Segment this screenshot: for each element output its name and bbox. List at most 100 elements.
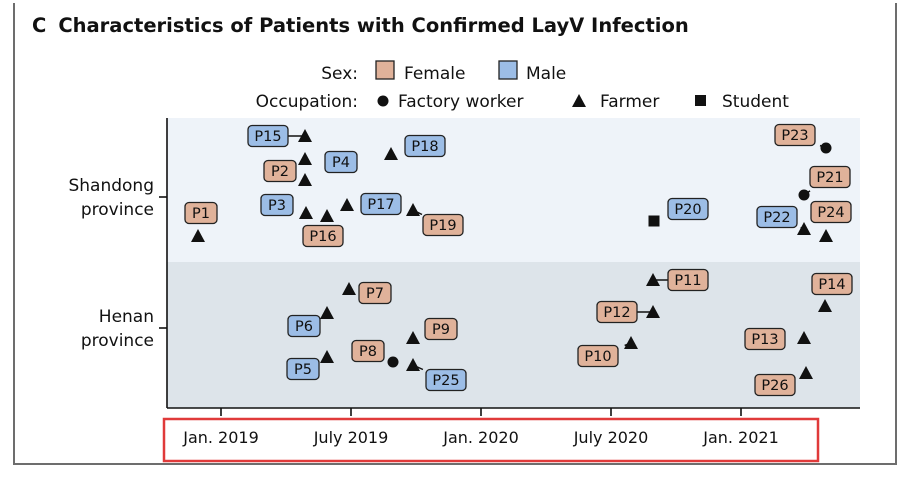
patient-p9: P9 (406, 317, 458, 344)
patient-label-box (358, 281, 392, 305)
title-text: Characteristics of Patients with Confirm… (58, 14, 689, 37)
patient-label-box (287, 314, 321, 338)
patient-label-box (302, 224, 344, 248)
patient-id-label: P1 (192, 206, 210, 222)
factory-worker-marker (820, 142, 832, 154)
legend: Sex: Female Male Occupation: Factory wor… (256, 60, 789, 112)
farmer-marker (406, 358, 420, 371)
patient-label-box (286, 357, 320, 381)
legend-female-label: Female (404, 64, 465, 84)
patient-label-box (756, 205, 798, 229)
patient-id-label: P26 (761, 378, 788, 394)
legend-female-swatch (375, 60, 395, 80)
x-tick-label: Jan. 2021 (702, 428, 779, 447)
legend-factory-worker-label: Factory worker (398, 92, 523, 112)
shandong-label-line1: Shandong (68, 176, 154, 196)
farmer-marker (298, 173, 312, 186)
patient-id-label: P16 (309, 229, 336, 245)
legend-student-label: Student (722, 92, 789, 112)
patient-p4: P4 (298, 150, 358, 174)
patient-label-box (184, 201, 218, 225)
farmer-marker (320, 350, 334, 363)
patient-p10: P10 (577, 336, 638, 368)
patient-id-label: P9 (432, 322, 450, 338)
patient-p20: P20 (648, 197, 709, 227)
farmer-marker (340, 198, 354, 211)
farmer-marker (797, 222, 811, 235)
farmer-marker (797, 331, 811, 344)
patient-id-label: P22 (763, 210, 790, 226)
farmer-marker-icon (572, 94, 586, 107)
patient-label-box (774, 123, 816, 147)
farmer-marker (406, 331, 420, 344)
farmer-marker (406, 203, 420, 216)
student-marker-icon (695, 95, 706, 106)
patient-label-box (744, 327, 786, 351)
x-axis-highlight-box (162, 417, 820, 463)
patient-label-box (577, 344, 619, 368)
farmer-marker (799, 366, 813, 379)
patient-p24: P24 (810, 200, 852, 242)
patient-p15: P15 (247, 124, 312, 148)
patient-label-box (667, 268, 709, 292)
farmer-marker (646, 273, 660, 286)
figure-title: C Characteristics of Patients with Confir… (32, 10, 689, 42)
patient-p22: P22 (756, 205, 811, 235)
factory-worker-marker (387, 356, 399, 368)
patient-p21: P21 (798, 165, 851, 201)
patient-label-box (667, 197, 709, 221)
patient-id-label: P3 (268, 198, 286, 214)
patient-label-box (263, 159, 297, 183)
patient-p14: P14 (811, 272, 853, 312)
farmer-marker (298, 129, 312, 142)
patient-label-box (360, 192, 402, 216)
patient-id-label: P13 (751, 332, 778, 348)
legend-sex-label: Sex: (321, 64, 358, 84)
patient-p6: P6 (287, 306, 334, 338)
patient-id-label: P14 (818, 277, 845, 293)
patient-label-box (247, 124, 289, 148)
data-points: P1 P2 P3 P4 P5 P6 P7 P8 P9 P10 P11 P12 P13 P14 P15 P16 P… (184, 123, 853, 397)
patient-label-box (351, 339, 385, 363)
patient-label-box (260, 193, 294, 217)
patient-id-label: P10 (584, 349, 611, 365)
henan-label-line1: Henan (99, 307, 154, 327)
patient-p16: P16 (302, 209, 344, 248)
patient-id-label: P24 (817, 205, 844, 221)
legend-occupation-label: Occupation: (256, 92, 358, 112)
patient-label-box (404, 134, 446, 158)
patient-p5: P5 (286, 350, 334, 381)
patient-p19: P19 (406, 203, 464, 237)
patient-id-label: P25 (432, 373, 459, 389)
patient-label-box (425, 368, 467, 392)
patient-label-box (324, 150, 358, 174)
patient-p12: P12 (596, 300, 660, 324)
patient-id-label: P17 (367, 197, 394, 213)
shandong-label-line2: province (81, 200, 154, 220)
factory-worker-marker-icon (377, 95, 389, 107)
patient-p23: P23 (774, 123, 832, 154)
patient-id-label: P11 (674, 273, 701, 289)
legend-male-swatch (498, 60, 518, 80)
patient-p26: P26 (754, 366, 813, 397)
patient-id-label: P23 (781, 128, 808, 144)
legend-male-label: Male (526, 64, 566, 84)
x-tick-label: July 2019 (313, 428, 389, 447)
patient-label-box (754, 373, 796, 397)
patient-label-box (422, 213, 464, 237)
patient-id-label: P12 (603, 305, 630, 321)
farmer-marker (299, 206, 313, 219)
farmer-marker (342, 282, 356, 295)
patient-p7: P7 (342, 281, 392, 305)
patient-id-label: P18 (411, 139, 438, 155)
x-tick-label: Jan. 2019 (182, 428, 259, 447)
farmer-marker (624, 336, 638, 349)
patient-p18: P18 (384, 134, 446, 160)
henan-label-line2: province (81, 331, 154, 351)
patient-p1: P1 (184, 201, 218, 242)
patient-p11: P11 (646, 268, 709, 292)
patient-label-box (810, 200, 852, 224)
farmer-marker (298, 152, 312, 165)
patient-id-label: P6 (295, 319, 313, 335)
